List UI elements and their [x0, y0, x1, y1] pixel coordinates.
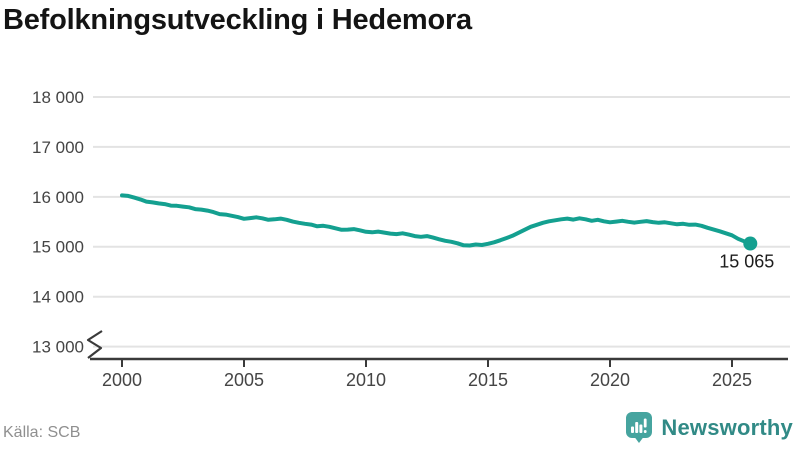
y-tick-label: 17 000 [32, 138, 84, 157]
population-line-chart: 18 000 17 000 16 000 15 000 14 000 13 000 2000… [32, 88, 790, 390]
y-tick-label: 18 000 [32, 88, 84, 107]
x-tick-label: 2005 [224, 370, 264, 390]
x-tick-label: 2025 [712, 370, 752, 390]
end-value-label: 15 065 [719, 252, 774, 272]
x-tick-label: 2020 [590, 370, 630, 390]
source-label: Källa: SCB [3, 424, 81, 441]
end-point-dot [743, 236, 758, 251]
x-tick-label: 2015 [468, 370, 508, 390]
newsworthy-logo-icon [626, 412, 653, 443]
newsworthy-logo: Newsworthy [625, 411, 793, 444]
y-tick-label: 13 000 [32, 338, 84, 357]
x-tick-label: 2000 [102, 370, 142, 390]
newsworthy-logo-text: Newsworthy [661, 414, 793, 440]
y-tick-label: 16 000 [32, 188, 84, 207]
y-tick-label: 15 000 [32, 238, 84, 257]
x-tick-label: 2010 [346, 370, 386, 390]
population-line [120, 193, 753, 248]
axis-break-icon [86, 330, 103, 359]
y-tick-label: 14 000 [32, 288, 84, 307]
page-title: Befolkningsutveckling i Hedemora [3, 4, 472, 36]
